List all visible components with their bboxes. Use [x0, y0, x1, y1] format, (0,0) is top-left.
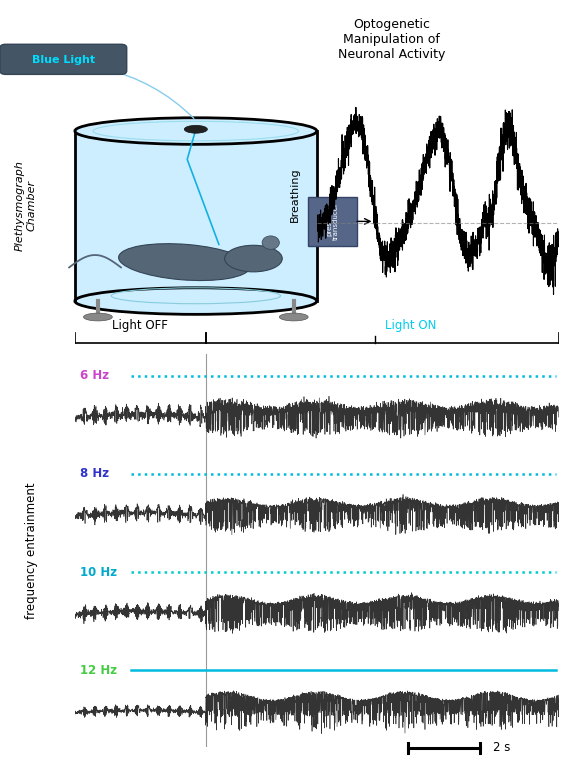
- Ellipse shape: [119, 243, 250, 280]
- FancyBboxPatch shape: [75, 131, 317, 301]
- Ellipse shape: [75, 288, 317, 314]
- Ellipse shape: [262, 236, 279, 249]
- Ellipse shape: [184, 126, 207, 133]
- FancyBboxPatch shape: [0, 44, 127, 75]
- FancyBboxPatch shape: [308, 196, 357, 246]
- Text: 8 Hz: 8 Hz: [79, 467, 109, 480]
- Text: Optogenetic
Manipulation of
Neuronal Activity: Optogenetic Manipulation of Neuronal Act…: [338, 18, 445, 61]
- Text: Blue Light: Blue Light: [32, 55, 95, 65]
- Text: Light ON: Light ON: [385, 319, 437, 332]
- Text: Breathing: Breathing: [290, 167, 300, 222]
- Text: Plethysmograph
Chamber: Plethysmograph Chamber: [15, 160, 37, 251]
- Text: frequency entrainment: frequency entrainment: [25, 482, 38, 619]
- Text: 6 Hz: 6 Hz: [79, 370, 109, 382]
- Ellipse shape: [225, 246, 282, 272]
- Text: pressure
transducer: pressure transducer: [326, 203, 339, 240]
- Text: Light OFF: Light OFF: [112, 319, 168, 332]
- Ellipse shape: [84, 313, 112, 321]
- Text: 2 s: 2 s: [493, 742, 511, 754]
- Ellipse shape: [75, 118, 317, 144]
- Text: 10 Hz: 10 Hz: [79, 566, 117, 578]
- Ellipse shape: [279, 313, 308, 321]
- Text: 12 Hz: 12 Hz: [79, 664, 117, 677]
